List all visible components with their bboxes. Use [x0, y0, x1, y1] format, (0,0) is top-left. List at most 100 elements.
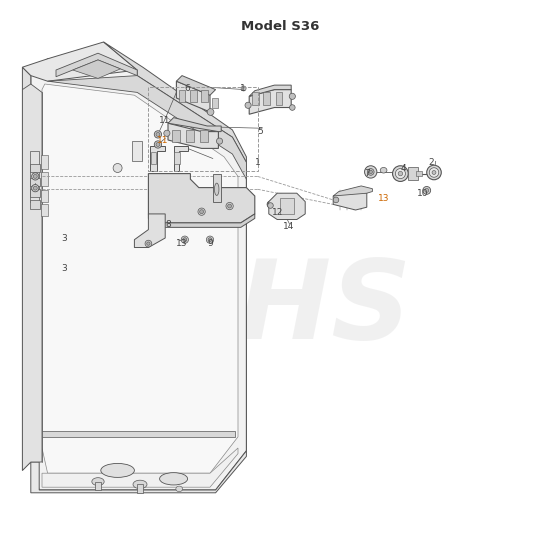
Polygon shape [48, 76, 246, 179]
Polygon shape [213, 174, 221, 202]
Polygon shape [42, 84, 238, 473]
Polygon shape [56, 157, 224, 319]
Ellipse shape [268, 203, 273, 208]
Bar [281, 198, 295, 214]
Text: 3: 3 [62, 264, 67, 273]
Polygon shape [31, 451, 246, 493]
Polygon shape [134, 214, 165, 248]
Polygon shape [333, 190, 367, 210]
Ellipse shape [227, 204, 232, 208]
Ellipse shape [367, 169, 374, 175]
Polygon shape [56, 53, 137, 77]
Ellipse shape [290, 94, 296, 100]
Polygon shape [333, 186, 372, 196]
Polygon shape [176, 76, 216, 95]
Bar [41, 156, 48, 170]
Text: 13: 13 [378, 194, 389, 203]
Polygon shape [148, 174, 255, 223]
Ellipse shape [133, 480, 147, 488]
Bar [201, 90, 208, 102]
Text: 12: 12 [272, 208, 283, 217]
Ellipse shape [147, 242, 150, 245]
Bar [148, 87, 258, 171]
Bar [172, 130, 180, 142]
Bar [41, 204, 48, 216]
Polygon shape [31, 59, 246, 490]
Ellipse shape [393, 166, 408, 181]
Ellipse shape [245, 102, 251, 109]
Ellipse shape [207, 109, 214, 115]
Ellipse shape [267, 201, 274, 208]
Polygon shape [176, 81, 210, 112]
Ellipse shape [34, 175, 38, 178]
Bar [30, 200, 40, 209]
Ellipse shape [269, 203, 272, 206]
Bar [408, 167, 418, 180]
Ellipse shape [92, 478, 104, 486]
Ellipse shape [164, 130, 170, 137]
Bar [41, 172, 48, 186]
Ellipse shape [226, 203, 233, 210]
Ellipse shape [34, 186, 38, 190]
Text: 5: 5 [258, 127, 263, 136]
Polygon shape [22, 84, 42, 470]
Bar [263, 92, 270, 105]
Ellipse shape [32, 185, 39, 192]
Text: 6: 6 [185, 84, 190, 93]
Ellipse shape [425, 189, 429, 193]
Text: 7: 7 [364, 169, 370, 178]
Polygon shape [174, 146, 188, 171]
Bar [41, 190, 48, 202]
Ellipse shape [101, 464, 134, 477]
Polygon shape [249, 85, 291, 96]
Ellipse shape [423, 186, 431, 194]
Bar [137, 484, 143, 493]
Ellipse shape [430, 168, 439, 178]
Ellipse shape [156, 143, 160, 147]
Ellipse shape [380, 167, 387, 173]
Ellipse shape [290, 105, 295, 110]
Polygon shape [42, 431, 235, 437]
Text: Model S36: Model S36 [241, 20, 319, 32]
Ellipse shape [427, 165, 441, 180]
Ellipse shape [176, 486, 183, 492]
Bar [96, 482, 101, 490]
Polygon shape [249, 90, 291, 114]
Ellipse shape [155, 131, 161, 138]
Text: 1: 1 [255, 158, 260, 167]
Ellipse shape [155, 141, 161, 148]
Text: 8: 8 [165, 220, 171, 228]
Text: 11: 11 [157, 136, 168, 144]
Ellipse shape [241, 86, 246, 91]
Bar [190, 90, 197, 102]
Ellipse shape [208, 238, 212, 242]
Ellipse shape [395, 169, 405, 179]
Polygon shape [168, 123, 218, 148]
Bar [151, 152, 156, 164]
Ellipse shape [207, 236, 214, 244]
Ellipse shape [432, 171, 436, 175]
Ellipse shape [214, 183, 219, 195]
Ellipse shape [160, 473, 188, 485]
Text: 13: 13 [176, 239, 188, 248]
Polygon shape [168, 118, 221, 132]
Text: 1: 1 [240, 84, 245, 93]
Bar [212, 99, 218, 109]
Bar [276, 92, 282, 105]
Text: 14: 14 [283, 222, 294, 231]
Polygon shape [22, 42, 137, 81]
Ellipse shape [398, 171, 403, 176]
Ellipse shape [198, 208, 205, 216]
Ellipse shape [369, 170, 372, 174]
Text: 2: 2 [428, 158, 434, 167]
Ellipse shape [184, 181, 192, 189]
Bar [200, 130, 208, 142]
Bar [30, 151, 39, 202]
Bar [30, 164, 40, 172]
Text: 4: 4 [400, 164, 406, 172]
Text: 11: 11 [160, 116, 171, 125]
Ellipse shape [113, 164, 122, 172]
Polygon shape [150, 146, 165, 171]
Ellipse shape [181, 236, 189, 244]
Ellipse shape [183, 238, 187, 242]
